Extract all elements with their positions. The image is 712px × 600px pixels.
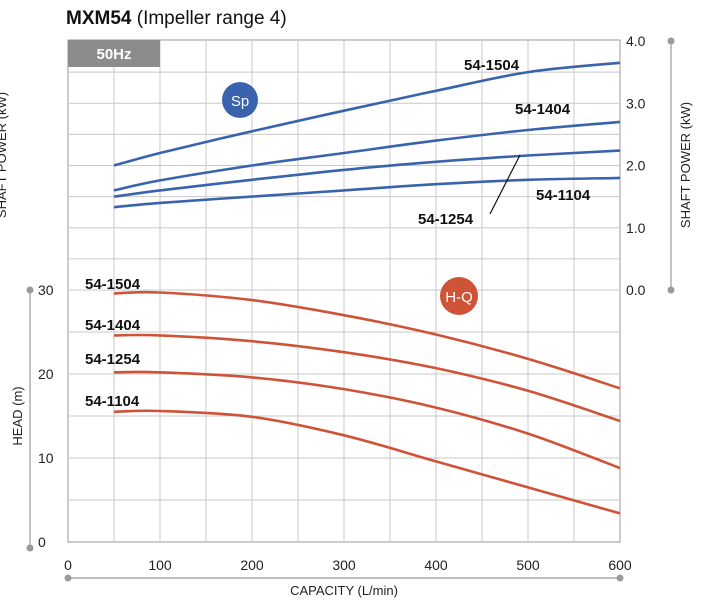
head-tick-label: 20 bbox=[38, 366, 54, 382]
head-curve-54-1254 bbox=[113, 370, 621, 470]
capacity-tick-label: 0 bbox=[64, 557, 72, 573]
head-tick-label: 10 bbox=[38, 450, 54, 466]
capacity-tick-label: 500 bbox=[516, 557, 540, 573]
impeller-range: (Impeller range 4) bbox=[136, 8, 287, 29]
model-name: MXM54 bbox=[66, 8, 132, 29]
power-tick-label: 4.0 bbox=[626, 33, 646, 49]
power-tick-label: 2.0 bbox=[626, 158, 646, 174]
head-label-54-1504: 54-1504 bbox=[85, 276, 141, 293]
power-axis-endpoint bbox=[667, 37, 675, 45]
capacity-axis-endpoint bbox=[616, 574, 624, 582]
power-curve-54-1254 bbox=[113, 149, 621, 198]
power-axis-endpoint bbox=[667, 286, 675, 294]
head-tick-label: 30 bbox=[38, 282, 54, 298]
capacity-tick-label: 100 bbox=[148, 557, 172, 573]
head-curve-54-1404 bbox=[113, 333, 621, 423]
head-curve-54-1504 bbox=[113, 290, 621, 390]
head-curve-54-1104 bbox=[113, 409, 621, 515]
frequency-badge bbox=[68, 40, 160, 67]
power-curve-54-1504 bbox=[113, 61, 621, 167]
head-axis-endpoint bbox=[26, 544, 34, 552]
sp-badge bbox=[222, 82, 258, 118]
left-power-axis-label: SHAFT POWER (kW) bbox=[0, 92, 9, 218]
power-tick-label: 1.0 bbox=[626, 220, 646, 236]
hq-badge-label: H-Q bbox=[445, 289, 473, 306]
power-label-54-1104: 54-1104 bbox=[536, 187, 591, 204]
power-curve-54-1104 bbox=[113, 176, 621, 209]
power-axis-label: SHAFT POWER (kW) bbox=[678, 102, 693, 228]
capacity-tick-label: 300 bbox=[332, 557, 356, 573]
head-axis-label: HEAD (m) bbox=[10, 386, 25, 445]
power-tick-label: 3.0 bbox=[626, 95, 646, 111]
head-label-54-1104: 54-1104 bbox=[85, 393, 140, 410]
power-label-54-1504: 54-1504 bbox=[464, 57, 520, 74]
power-label-54-1254: 54-1254 bbox=[418, 211, 474, 228]
head-label-54-1404: 54-1404 bbox=[85, 317, 141, 334]
power-tick-label: 0.0 bbox=[626, 282, 646, 298]
power-label-54-1404: 54-1404 bbox=[515, 101, 571, 118]
hq-badge bbox=[440, 277, 478, 315]
capacity-axis-label: CAPACITY (L/min) bbox=[290, 583, 398, 598]
power-label-leader-line bbox=[489, 154, 521, 215]
chart-title: MXM54 (Impeller range 4) bbox=[66, 8, 287, 30]
capacity-axis-endpoint bbox=[64, 574, 72, 582]
head-tick-label: 0 bbox=[38, 534, 46, 550]
power-curve-54-1404 bbox=[113, 120, 621, 192]
head-label-54-1254: 54-1254 bbox=[85, 351, 141, 368]
capacity-tick-label: 600 bbox=[608, 557, 632, 573]
sp-badge-label: Sp bbox=[231, 93, 249, 110]
capacity-tick-label: 200 bbox=[240, 557, 264, 573]
head-axis-endpoint bbox=[26, 286, 34, 294]
capacity-tick-label: 400 bbox=[424, 557, 448, 573]
frequency-badge-label: 50Hz bbox=[96, 46, 131, 63]
